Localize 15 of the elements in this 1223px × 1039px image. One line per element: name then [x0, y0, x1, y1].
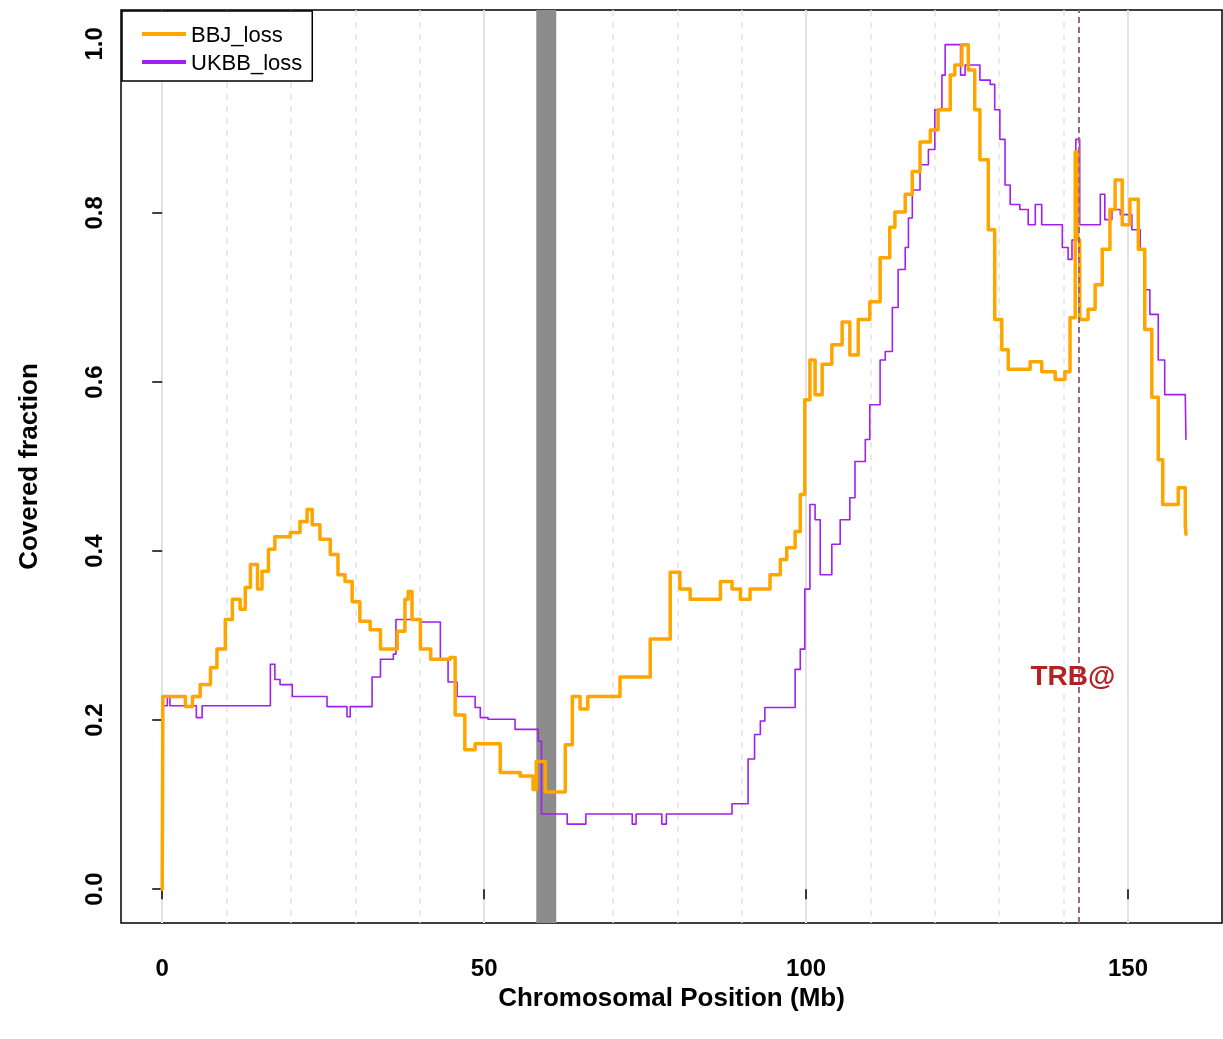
y-tick-label: 0.6 — [79, 365, 107, 399]
y-axis-title: Covered fraction — [13, 363, 43, 570]
x-axis-title: Chromosomal Position (Mb) — [498, 981, 845, 1012]
x-tick-label: 150 — [1107, 953, 1149, 981]
y-tick-label: 0.0 — [79, 872, 107, 906]
legend-label: UKBB_loss — [191, 49, 303, 75]
y-tick-label: 0.2 — [79, 703, 107, 737]
y-tick-label: 0.4 — [79, 533, 107, 568]
x-tick-label: 50 — [470, 953, 498, 981]
x-tick-label: 0 — [155, 953, 169, 981]
legend-label: BBJ_loss — [191, 21, 283, 47]
y-tick-label: 1.0 — [79, 27, 107, 61]
ref-line-label: TRB@ — [1030, 660, 1116, 692]
y-tick-label: 0.8 — [79, 196, 107, 230]
x-tick-label: 100 — [786, 953, 827, 981]
